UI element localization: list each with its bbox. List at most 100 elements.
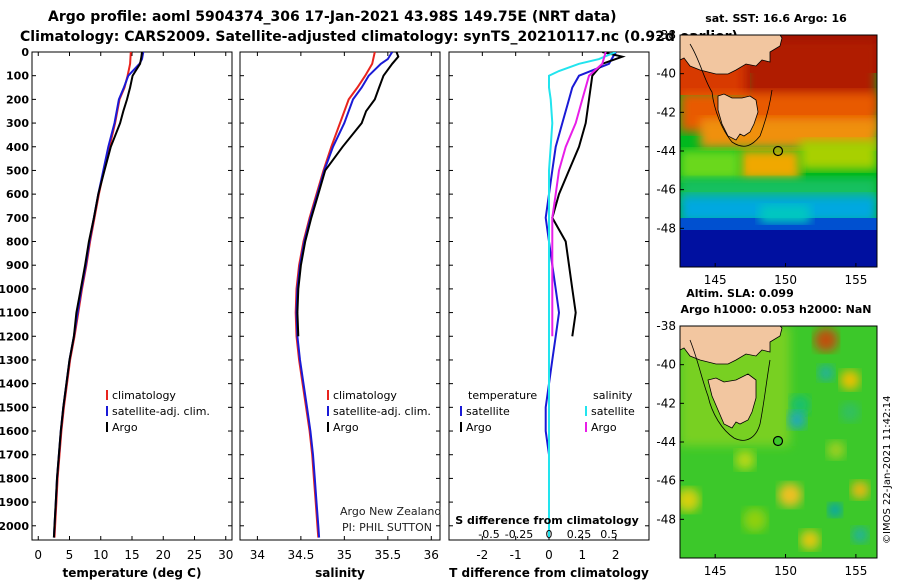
- argo-position-marker-sla: [772, 435, 784, 447]
- salinity-panel: 34 34.5 35 35.5 36 salinity climatology satelli…: [239, 51, 441, 580]
- difference-xtick-top-label: -0.5: [478, 528, 499, 541]
- difference-panel: -2 -1 0 1 2 T difference from climatology temp…: [448, 51, 650, 580]
- sla-map-xtick-label: 145: [704, 564, 727, 578]
- temperature-xtick-label: 15: [124, 548, 139, 562]
- depth-tick-label: 0: [21, 46, 29, 59]
- sla-map-ytick-label: -38: [656, 319, 676, 333]
- difference-legend-label: satellite: [466, 405, 510, 418]
- salinity-series-group: [294, 52, 400, 538]
- temperature-xtick-label: 5: [66, 548, 74, 562]
- sst-map-ytick-label: -48: [656, 221, 676, 235]
- depth-tick-label: 500: [6, 164, 29, 177]
- depth-tick-label: 1600: [0, 425, 29, 438]
- salinity-legend-label: climatology: [333, 389, 397, 402]
- depth-tick-label: 900: [6, 259, 29, 272]
- sla-map-ytick-label: -42: [656, 396, 676, 410]
- difference-xtick-top-label: 0.25: [567, 528, 592, 541]
- salinity-xtick-label: 34.5: [288, 548, 315, 562]
- salinity-series-line: [296, 52, 400, 337]
- depth-tick-label: 1400: [0, 378, 29, 391]
- depth-tick-label: 100: [6, 70, 29, 83]
- salinity-xtick-label: 35: [337, 548, 352, 562]
- sla-map-ytick-label: -40: [656, 358, 676, 372]
- depth-tick-label: 1100: [0, 307, 29, 320]
- salinity-legend-label: Argo: [333, 421, 359, 434]
- temperature-panel: 0 5 10 15 20 25 30 temperature (deg C) 0 100 200 30…: [0, 46, 233, 580]
- difference-xtick-top-label: 0.5: [600, 528, 618, 541]
- depth-tick-label: 1300: [0, 354, 29, 367]
- temperature-xtick-label: 20: [156, 548, 171, 562]
- depth-tick-label: 1000: [0, 283, 29, 296]
- sst-map-xtick-label: 145: [704, 273, 727, 287]
- salinity-xtick-label: 34: [250, 548, 265, 562]
- difference-series-line: [551, 52, 607, 337]
- sla-map: Altim. SLA: 0.099 Argo h1000: 0.053 h200…: [656, 287, 893, 578]
- depth-tick-label: 1500: [0, 401, 29, 414]
- difference-series-line: [548, 52, 617, 538]
- sla-map-ytick-label: -46: [656, 474, 676, 488]
- temperature-xtick-label: 30: [218, 548, 233, 562]
- difference-xtick-top-label: -0.25: [505, 528, 533, 541]
- header-line-2: Climatology: CARS2009. Satellite-adjuste…: [20, 29, 738, 45]
- depth-tick-label: 200: [6, 93, 29, 106]
- difference-xtick-label: 0: [545, 548, 553, 562]
- difference-legend-label: Argo: [591, 421, 617, 434]
- sst-map-ytick-label: -44: [656, 144, 676, 158]
- sst-map: sat. SST: 16.6 Argo: 16 145 150 155 -38 -40 -…: [656, 12, 878, 287]
- sla-map-subtitle: Argo h1000: 0.053 h2000: NaN: [680, 303, 871, 316]
- salinity-xlabel: salinity: [315, 566, 365, 580]
- credit-line-1: Argo New Zealand: [340, 505, 441, 518]
- difference-xlabel: T difference from climatology: [449, 566, 649, 580]
- difference-xtick-label: 1: [579, 548, 587, 562]
- difference-xtick-label: -2: [476, 548, 488, 562]
- header-line-1: Argo profile: aoml 5904374_306 17-Jan-20…: [48, 9, 617, 25]
- depth-tick-label: 700: [6, 212, 29, 225]
- sst-map-xtick-label: 150: [774, 273, 797, 287]
- sst-map-ytick-label: -40: [656, 67, 676, 81]
- salinity-legend-label: satellite-adj. clim.: [333, 405, 431, 418]
- sla-map-xtick-label: 155: [844, 564, 867, 578]
- depth-tick-label: 400: [6, 141, 29, 154]
- salinity-xtick-label: 35.5: [374, 548, 401, 562]
- temperature-frame: [31, 51, 233, 541]
- depth-tick-label: 1800: [0, 472, 29, 485]
- temperature-legend-label: climatology: [112, 389, 176, 402]
- temperature-series-group: [52, 52, 145, 538]
- depth-tick-label: 1900: [0, 496, 29, 509]
- temperature-xtick-label: 25: [187, 548, 202, 562]
- argo-position-marker: [772, 145, 784, 157]
- depth-tick-label: 2000: [0, 520, 29, 533]
- difference-xlabel-top: S difference from climatology: [455, 514, 639, 527]
- depth-tick-label: 1700: [0, 449, 29, 462]
- sst-map-ytick-label: -46: [656, 183, 676, 197]
- sst-map-ytick-label: -42: [656, 105, 676, 119]
- depth-tick-label: 800: [6, 236, 29, 249]
- depth-tick-label: 300: [6, 117, 29, 130]
- sla-map-ytick-label: -48: [656, 512, 676, 526]
- difference-legend-label: Argo: [466, 421, 492, 434]
- salinity-xtick-label: 36: [424, 548, 439, 562]
- credit: Argo New Zealand PI: PHIL SUTTON: [340, 505, 441, 534]
- difference-xtick-label: 2: [612, 548, 620, 562]
- temperature-xtick-label: 0: [34, 548, 42, 562]
- temperature-xlabel: temperature (deg C): [63, 566, 202, 580]
- legend-temperature-title: temperature: [468, 389, 537, 402]
- credit-line-2: PI: PHIL SUTTON: [342, 521, 432, 534]
- difference-xtick-label: -1: [510, 548, 522, 562]
- depth-tick-label: 600: [6, 188, 29, 201]
- sla-map-ytick-label: -44: [656, 435, 676, 449]
- sst-map-title: sat. SST: 16.6 Argo: 16: [705, 12, 847, 25]
- imos-stamp: ©IMOS 22-Jan-2021 11:42:14: [882, 396, 893, 544]
- sst-map-ytick-label: -38: [656, 28, 676, 42]
- temperature-legend-label: satellite-adj. clim.: [112, 405, 210, 418]
- depth-tick-label: 1200: [0, 330, 29, 343]
- sla-map-title: Altim. SLA: 0.099: [686, 287, 793, 300]
- temperature-legend-label: Argo: [112, 421, 138, 434]
- sst-map-xtick-label: 155: [844, 273, 867, 287]
- sla-map-xtick-label: 150: [774, 564, 797, 578]
- temperature-xtick-label: 10: [93, 548, 108, 562]
- difference-legend-label: satellite: [591, 405, 635, 418]
- temperature-series-line: [52, 52, 143, 538]
- legend-salinity-title: salinity: [593, 389, 633, 402]
